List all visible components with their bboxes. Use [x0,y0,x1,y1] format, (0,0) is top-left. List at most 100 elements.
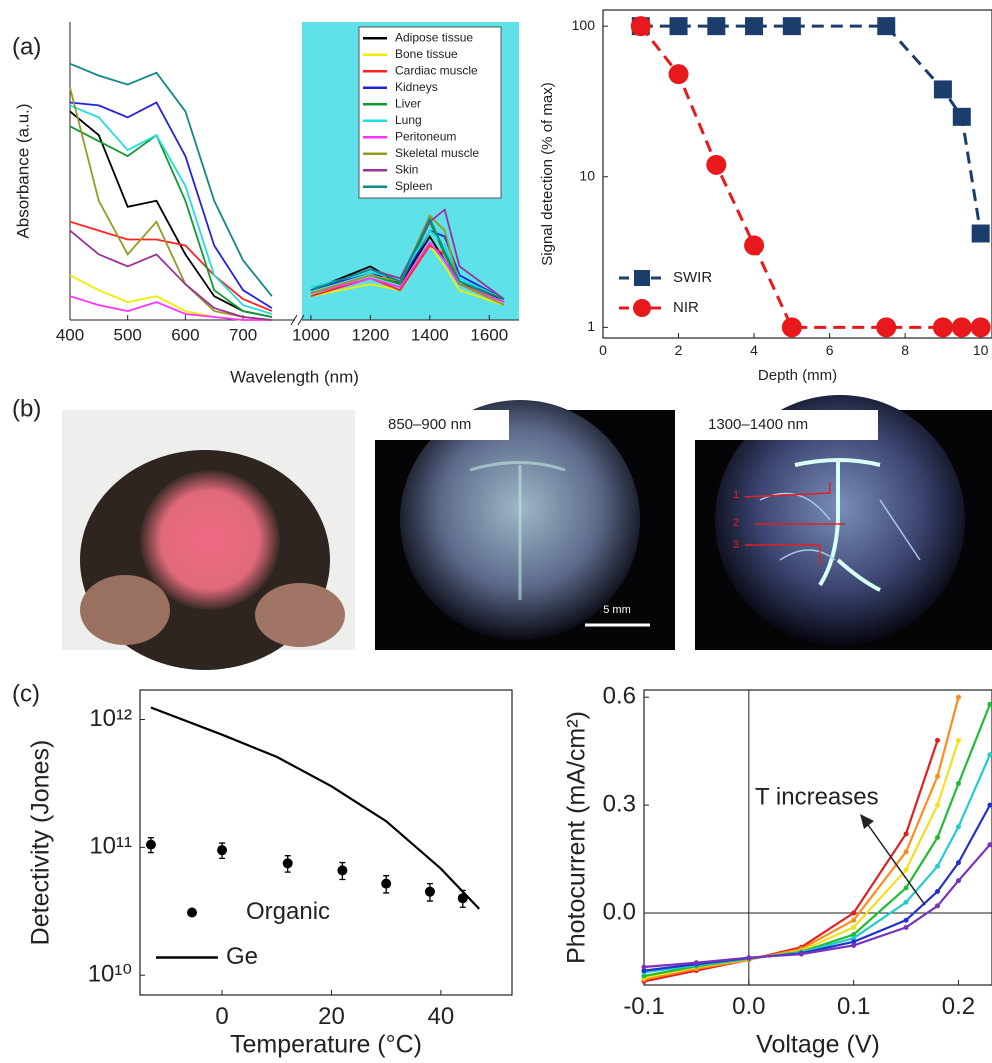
x-tick-label: 0.2 [942,993,975,1020]
x-tick-label: 4 [750,342,758,358]
x-tick-label: -0.1 [623,993,664,1020]
vessel-marker: 2 [733,517,739,529]
y-axis-label: Absorbance (a.u.) [13,103,32,238]
series-line [641,26,981,233]
x-tick-label: 1200 [351,326,389,345]
marker [631,16,651,36]
marker [904,867,909,872]
photo-label: 1300–1400 nm [708,416,808,433]
marker [744,235,764,255]
x-tick-label: 8 [901,342,909,358]
panel-label: (b) [12,395,41,422]
legend-label: Cardiac muscle [395,63,478,77]
y-tick-label: 10¹² [89,705,132,732]
marker [783,17,801,35]
chart: 0204010¹⁰10¹¹10¹²Temperature (°C)Detecti… [27,690,512,1059]
x-tick-label: 20 [318,1003,345,1030]
marker [904,900,909,905]
marker [952,317,972,337]
series-line [151,708,479,909]
legend-marker [634,270,650,286]
marker [746,955,751,960]
x-tick-label: 6 [826,342,834,358]
marker [956,878,961,883]
plot-frame [140,690,512,995]
marker [935,738,940,743]
x-tick-label: 0.1 [837,993,870,1020]
marker [956,824,961,829]
marker [904,925,909,930]
marker [707,17,725,35]
photo-nir: 850–900 nm 5 mm [375,400,675,650]
marker [956,781,961,786]
legend-marker [633,299,651,317]
y-tick-label: 10¹⁰ [88,961,132,988]
series-line [644,697,959,979]
marker [642,965,647,970]
series-line [644,740,959,977]
x-tick-label: 40 [428,1003,455,1030]
marker [877,17,895,35]
marker [669,64,689,84]
x-tick-label: 700 [229,326,257,345]
marker [283,858,293,868]
y-axis-label: Signal detection (% of max) [539,82,556,265]
marker [381,879,391,889]
x-tick-label: 10 [973,342,989,358]
marker [694,960,699,965]
x-axis-label: Voltage (V) [756,1031,880,1059]
panel-label: (c) [12,680,40,707]
y-tick-label: 10¹¹ [89,833,132,860]
y-axis-label: Detectivity (Jones) [27,740,55,946]
y-tick-label: 1 [587,318,595,334]
marker [956,860,961,865]
x-tick-label: 0 [599,342,607,358]
series-line [70,64,272,297]
y-tick-label: 0.3 [603,790,636,817]
marker [972,225,990,243]
y-axis-label: Photocurrent (mA/cm²) [563,711,591,964]
photo-swir: 1300–1400 nm 1 2 3 [695,395,992,650]
marker [851,925,856,930]
x-axis-label: Depth (mm) [758,367,837,384]
legend-label: Lung [395,113,422,127]
x-axis-label: Temperature (°C) [230,1031,422,1059]
marker [904,849,909,854]
figure: (a) (b) (c) 850–900 nm 5 mm 1300–1400 nm… [0,0,992,1063]
marker [934,80,952,98]
y-tick-label: 10 [579,167,595,183]
marker [904,918,909,923]
marker [876,317,896,337]
panel-label: (a) [12,33,41,60]
legend-label: Spleen [395,179,432,193]
x-tick-label: 600 [171,326,199,345]
x-tick-label: 1400 [411,326,449,345]
marker [971,317,991,337]
legend-label: Liver [395,96,421,110]
legend-label: Kidneys [395,80,438,94]
x-tick-label: 0.0 [732,993,765,1020]
marker [799,952,804,957]
series-line [70,222,272,311]
marker [851,911,856,916]
marker [146,840,156,850]
marker [337,865,347,875]
marker [706,155,726,175]
marker [670,17,688,35]
legend-label: NIR [673,299,699,316]
legend-label: SWIR [673,269,712,286]
legend-label: Bone tissue [395,47,458,61]
marker [425,887,435,897]
x-tick-label: 400 [56,326,84,345]
legend-label: Skin [395,162,418,176]
y-tick-label: 0.0 [603,898,636,925]
y-tick-label: 0.6 [603,683,636,710]
legend-marker [187,908,197,918]
x-tick-label: 2 [675,342,683,358]
marker [935,903,940,908]
legend-label: Skeletal muscle [395,146,479,160]
marker [956,738,961,743]
arrow-head [860,814,874,829]
marker [217,845,227,855]
